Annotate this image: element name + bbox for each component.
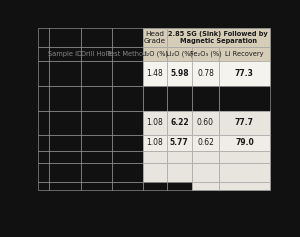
Text: 77.3: 77.3 bbox=[235, 69, 254, 78]
Bar bbox=[80, 163, 112, 182]
Bar bbox=[38, 163, 49, 182]
Bar bbox=[80, 28, 112, 47]
Bar bbox=[49, 163, 80, 182]
Bar bbox=[192, 86, 219, 110]
Text: 1.48: 1.48 bbox=[146, 69, 163, 78]
Bar bbox=[49, 151, 80, 163]
Text: 0.78: 0.78 bbox=[197, 69, 214, 78]
Bar bbox=[143, 28, 167, 47]
Bar bbox=[49, 182, 80, 190]
Bar bbox=[192, 61, 219, 86]
Bar bbox=[143, 151, 167, 163]
Bar bbox=[112, 86, 143, 110]
Bar bbox=[112, 182, 143, 190]
Text: Li Recovery: Li Recovery bbox=[225, 51, 264, 57]
Bar bbox=[143, 163, 167, 182]
Bar bbox=[112, 61, 143, 86]
Bar bbox=[80, 47, 112, 61]
Text: 0.62: 0.62 bbox=[197, 138, 214, 147]
Bar bbox=[38, 182, 49, 190]
Bar bbox=[38, 28, 49, 47]
Bar bbox=[112, 47, 143, 61]
Bar bbox=[80, 61, 112, 86]
Bar bbox=[192, 151, 219, 163]
Text: 79.0: 79.0 bbox=[235, 138, 254, 147]
Text: Fe₂O₃ (%): Fe₂O₃ (%) bbox=[190, 51, 221, 57]
Text: 77.7: 77.7 bbox=[235, 118, 254, 127]
Bar bbox=[80, 151, 112, 163]
Bar bbox=[219, 135, 270, 151]
Text: 1.08: 1.08 bbox=[146, 138, 163, 147]
Bar bbox=[219, 86, 270, 110]
Bar bbox=[143, 86, 167, 110]
Bar bbox=[38, 61, 49, 86]
Bar bbox=[192, 135, 219, 151]
Bar bbox=[167, 163, 192, 182]
Text: 6.22: 6.22 bbox=[170, 118, 189, 127]
Bar bbox=[112, 110, 143, 135]
Bar bbox=[167, 182, 192, 190]
Bar bbox=[49, 61, 80, 86]
Text: 2.85 SG (Sink) Followed by
Magnetic Separation: 2.85 SG (Sink) Followed by Magnetic Sepa… bbox=[168, 31, 268, 44]
Bar bbox=[49, 86, 80, 110]
Bar bbox=[167, 151, 192, 163]
Text: 1.08: 1.08 bbox=[146, 118, 163, 127]
Bar bbox=[38, 47, 49, 61]
Bar bbox=[80, 135, 112, 151]
Text: 0.60: 0.60 bbox=[197, 118, 214, 127]
Bar bbox=[112, 135, 143, 151]
Bar bbox=[143, 182, 167, 190]
Text: Li₂O (%): Li₂O (%) bbox=[141, 51, 169, 57]
Bar bbox=[143, 135, 167, 151]
Bar bbox=[167, 47, 192, 61]
Bar bbox=[167, 110, 192, 135]
Text: 5.77: 5.77 bbox=[170, 138, 189, 147]
Text: Test Method: Test Method bbox=[107, 51, 148, 57]
Bar bbox=[143, 47, 167, 61]
Bar bbox=[167, 86, 192, 110]
Bar bbox=[219, 151, 270, 163]
Bar bbox=[219, 61, 270, 86]
Bar bbox=[80, 182, 112, 190]
Bar bbox=[80, 86, 112, 110]
Text: Head
Grade: Head Grade bbox=[144, 31, 166, 44]
Bar bbox=[167, 28, 270, 47]
Bar bbox=[167, 61, 192, 86]
Bar bbox=[38, 86, 49, 110]
Bar bbox=[49, 110, 80, 135]
Bar bbox=[219, 47, 270, 61]
Bar bbox=[112, 151, 143, 163]
Bar bbox=[219, 182, 270, 190]
Bar bbox=[38, 135, 49, 151]
Bar bbox=[112, 163, 143, 182]
Text: Drill Hole: Drill Hole bbox=[81, 51, 112, 57]
Bar bbox=[49, 47, 80, 61]
Bar bbox=[192, 47, 219, 61]
Bar bbox=[219, 163, 270, 182]
Text: Sample ID: Sample ID bbox=[48, 51, 82, 57]
Bar bbox=[49, 28, 80, 47]
Bar bbox=[143, 110, 167, 135]
Text: Li₂O (%): Li₂O (%) bbox=[166, 51, 193, 57]
Bar bbox=[167, 135, 192, 151]
Bar bbox=[112, 28, 143, 47]
Bar bbox=[38, 110, 49, 135]
Bar bbox=[49, 135, 80, 151]
Bar bbox=[80, 110, 112, 135]
Bar bbox=[143, 61, 167, 86]
Bar bbox=[192, 110, 219, 135]
Bar bbox=[192, 163, 219, 182]
Bar bbox=[219, 110, 270, 135]
Bar bbox=[38, 151, 49, 163]
Text: 5.98: 5.98 bbox=[170, 69, 189, 78]
Bar bbox=[192, 182, 219, 190]
